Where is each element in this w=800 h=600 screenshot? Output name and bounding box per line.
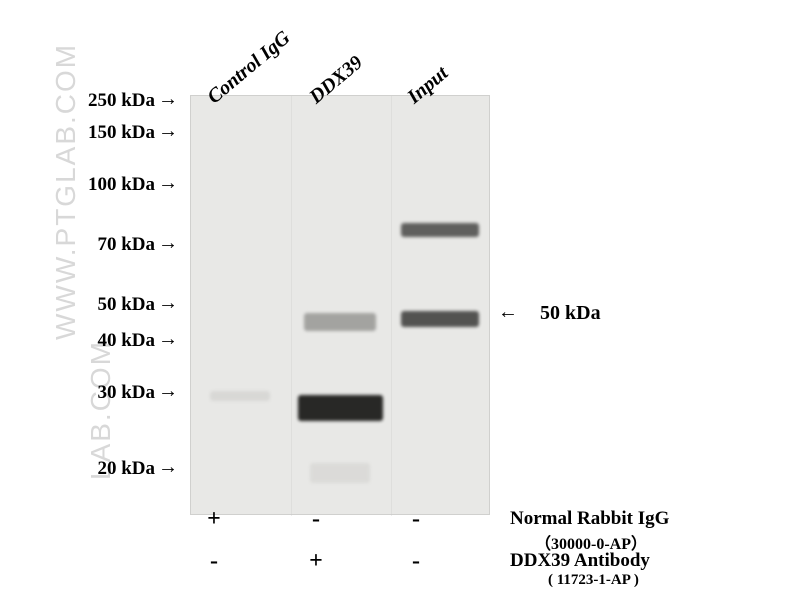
blot-band xyxy=(401,311,479,327)
western-blot-membrane xyxy=(190,95,490,515)
target-band-arrow: → xyxy=(498,302,518,322)
figure-container: WWW.PTGLAB.COM LAB.COM 250 kDa→150 kDa→1… xyxy=(0,0,800,600)
mw-marker-label: 100 kDa xyxy=(60,174,155,196)
mw-marker-arrow: → xyxy=(158,233,178,253)
blot-band xyxy=(310,463,370,483)
presence-minus: - xyxy=(266,506,366,533)
legend-title: Normal Rabbit IgG xyxy=(510,508,669,530)
presence-minus: - xyxy=(164,548,264,575)
mw-marker-label: 40 kDa xyxy=(60,330,155,352)
mw-marker-label: 70 kDa xyxy=(60,234,155,256)
mw-marker-arrow: → xyxy=(158,89,178,109)
mw-marker-arrow: → xyxy=(158,293,178,313)
mw-marker-label: 20 kDa xyxy=(60,458,155,480)
target-band-label: 50 kDa xyxy=(540,302,601,325)
blot-band xyxy=(304,313,376,331)
mw-marker-label: 250 kDa xyxy=(60,90,155,112)
legend-catalog: ( 11723-1-AP ) xyxy=(548,572,639,589)
lane-separator xyxy=(291,96,292,516)
mw-marker-arrow: → xyxy=(158,121,178,141)
mw-marker-arrow: → xyxy=(158,329,178,349)
mw-marker-arrow: → xyxy=(158,173,178,193)
blot-band xyxy=(210,391,270,401)
mw-marker-arrow: → xyxy=(158,457,178,477)
lane-separator xyxy=(391,96,392,516)
presence-minus: - xyxy=(366,548,466,575)
mw-marker-label: 50 kDa xyxy=(60,294,155,316)
presence-plus: + xyxy=(164,506,264,533)
presence-plus: + xyxy=(266,548,366,575)
blot-band xyxy=(298,395,383,421)
legend-title: DDX39 Antibody xyxy=(510,550,650,572)
presence-minus: - xyxy=(366,506,466,533)
mw-marker-arrow: → xyxy=(158,381,178,401)
blot-band xyxy=(401,223,479,237)
mw-marker-label: 150 kDa xyxy=(60,122,155,144)
mw-marker-label: 30 kDa xyxy=(60,382,155,404)
